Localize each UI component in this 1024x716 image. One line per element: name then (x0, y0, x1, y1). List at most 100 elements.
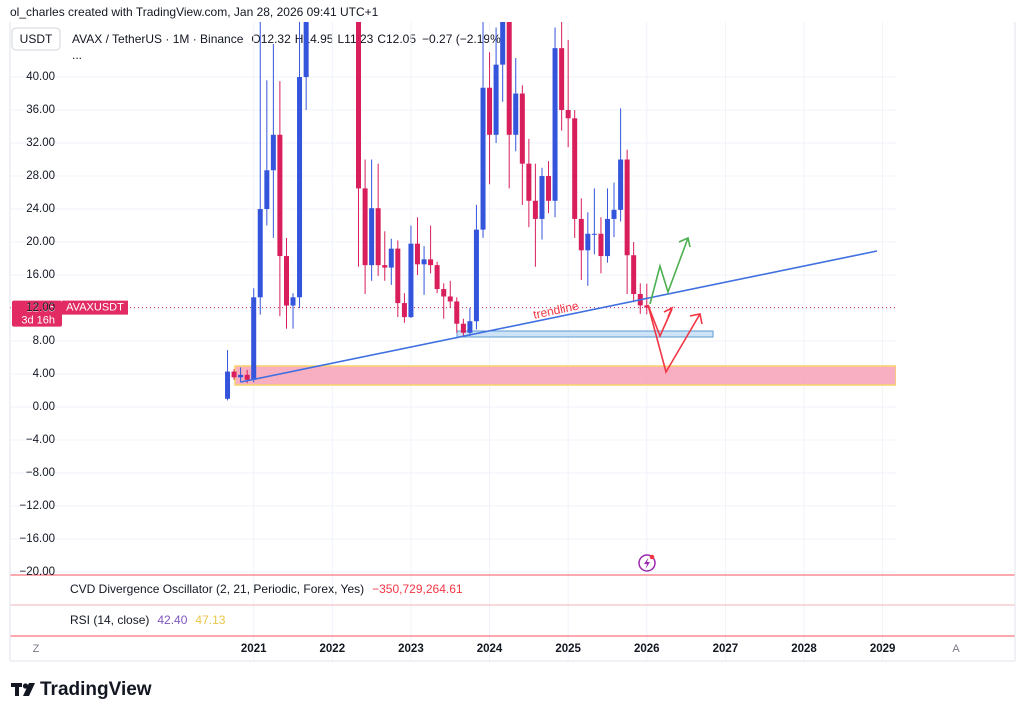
ohlc-value: 12.05 (386, 32, 416, 46)
support-box[interactable] (456, 330, 714, 338)
ohlc-prefix: O (251, 32, 260, 46)
legend-more[interactable]: ... (72, 48, 82, 62)
candle-body (591, 233, 597, 235)
x-tick-label: 2025 (555, 643, 581, 655)
indicator-name: RSI (14, close) (70, 613, 149, 627)
brand[interactable]: TradingView (40, 679, 152, 700)
ohlc-value: 14.95 (303, 32, 333, 46)
currency-box[interactable] (11, 27, 61, 51)
y-tick-label: −4.00 (26, 434, 55, 446)
candle-body (526, 163, 532, 201)
candle-body (414, 243, 420, 265)
y-tick-label: −8.00 (26, 467, 55, 479)
y-tick-label: 40.00 (26, 71, 55, 83)
candle-body (493, 64, 499, 135)
candle-body (578, 218, 584, 251)
arrow-head (689, 313, 703, 325)
y-tick-label: 4.00 (33, 368, 55, 380)
candle-body (356, 22, 362, 189)
candle-body (519, 93, 525, 164)
candle-body (473, 229, 479, 322)
indicator-name: CVD Divergence Oscillator (2, 21, Period… (70, 582, 364, 596)
change: −0.27 (−2.19%) (422, 32, 505, 46)
bear-arrow-large[interactable] (647, 304, 701, 375)
candle-body (618, 159, 624, 210)
attribution: ol_charles created with TradingView.com,… (10, 5, 379, 19)
lightning (644, 557, 650, 569)
x-tick-label: 2022 (320, 643, 346, 655)
candle-body (487, 87, 493, 135)
candle-body (454, 301, 460, 324)
ohlc-prefix: C (377, 32, 386, 46)
candle-body (290, 297, 296, 306)
ohlc-value: 12.32 (261, 32, 291, 46)
events-dot (649, 554, 655, 560)
bull-arrow[interactable] (649, 237, 689, 305)
logo-part (23, 683, 35, 696)
y-tick-label: 20.00 (26, 236, 55, 248)
candle-body (546, 176, 552, 201)
candle-body (251, 297, 257, 380)
candle-body (270, 134, 276, 171)
x-tick-label: 2029 (870, 643, 896, 655)
candle-body (624, 159, 630, 256)
candle-body (506, 22, 512, 135)
price-value: 12.05 (26, 303, 55, 315)
candle-body (532, 200, 538, 219)
y-tick-label: 0.00 (33, 401, 55, 413)
candle-body (401, 303, 407, 318)
brand-logo (11, 683, 35, 696)
candle-body (585, 233, 591, 251)
demand-zone[interactable] (234, 365, 896, 386)
candle-body (598, 233, 604, 257)
symbol-tag: AVAXUSDT (66, 302, 124, 314)
auto-scale-a[interactable]: A (952, 643, 960, 655)
candle-body (428, 259, 434, 266)
candle-body (238, 374, 244, 378)
y-tick-label: 8.00 (33, 335, 55, 347)
y-tick-label: 12.00 (26, 302, 55, 314)
candle-body (225, 371, 231, 399)
candles (225, 22, 650, 401)
x-tick-label: 2023 (398, 643, 424, 655)
candle-body (631, 255, 637, 295)
candle-body (283, 256, 289, 306)
trendline[interactable] (240, 250, 878, 383)
drawings: trendline (240, 236, 878, 572)
arrow-head (663, 306, 674, 318)
grid (10, 22, 896, 661)
candle-body (552, 48, 558, 201)
y-tick-label: 32.00 (26, 137, 55, 149)
candle-body (441, 289, 447, 297)
trendline-label: trendline (532, 298, 580, 321)
candle-body (421, 259, 427, 265)
x-tick-label: 2026 (634, 643, 660, 655)
y-tick-label: −20.00 (20, 566, 56, 578)
candle-body (460, 323, 466, 333)
candle-body (382, 265, 388, 268)
bear-arrow-small[interactable] (647, 304, 673, 339)
y-tick-label: 16.00 (26, 269, 55, 281)
panes (9, 22, 1016, 662)
auto-scale-z[interactable]: Z (33, 643, 40, 655)
y-tick-label: 24.00 (26, 203, 55, 215)
candle-body (303, 22, 309, 78)
countdown: 3d 16h (21, 315, 55, 327)
currency[interactable]: USDT (20, 32, 53, 46)
arrow-head (678, 236, 691, 248)
logo-part (15, 683, 19, 696)
x-tick-label: 2028 (791, 643, 817, 655)
indicator-legend: CVD Divergence Oscillator (2, 21, Period… (70, 582, 463, 596)
y-tick-label: 28.00 (26, 170, 55, 182)
indicator-legend: RSI (14, close) 42.40 47.13 (70, 613, 226, 627)
x-tick-label: 2024 (477, 643, 503, 655)
logo-part (22, 683, 29, 689)
candle-body (244, 374, 250, 380)
y-tick-label: 36.00 (26, 104, 55, 116)
candle-body (539, 176, 545, 219)
candle-body (362, 188, 368, 266)
candle-body (611, 209, 617, 219)
